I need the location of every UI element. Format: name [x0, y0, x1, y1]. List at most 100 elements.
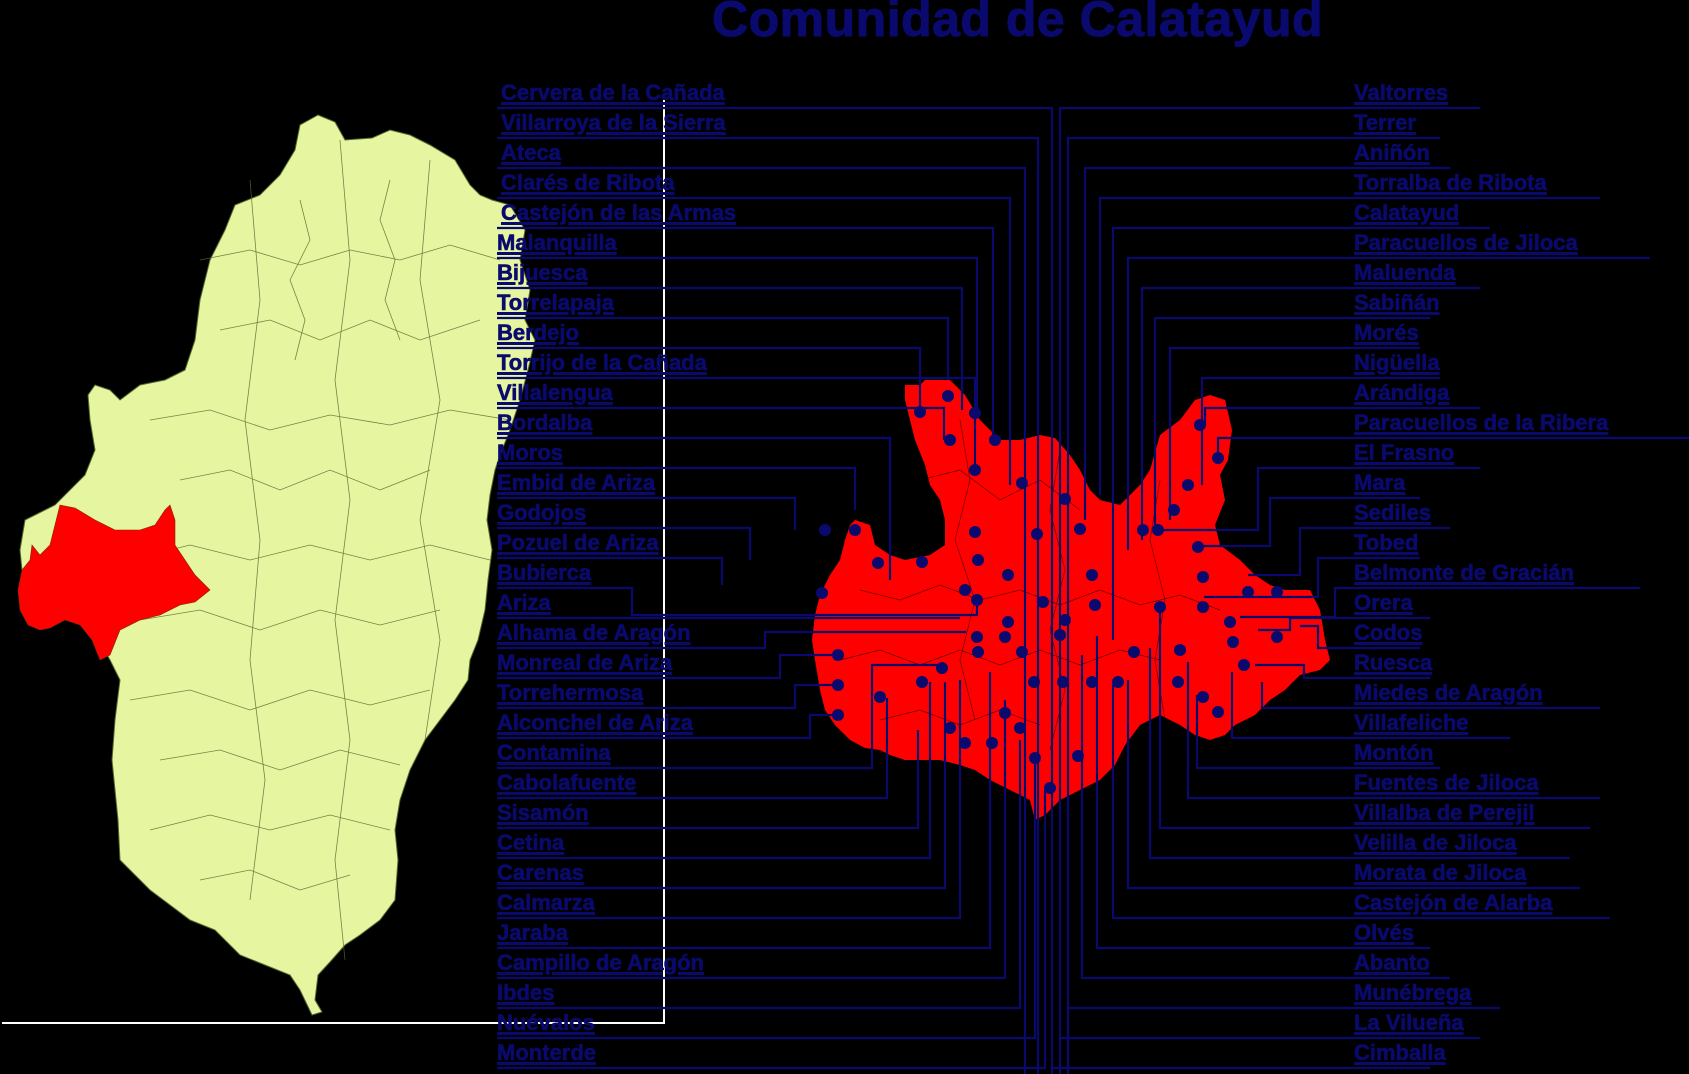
- municipality-dot[interactable]: [916, 676, 928, 688]
- municipality-link-right[interactable]: El Frasno: [1354, 440, 1455, 466]
- municipality-link-right[interactable]: Montón: [1354, 740, 1434, 766]
- municipality-link-left[interactable]: Cetina: [497, 830, 565, 856]
- municipality-dot[interactable]: [1224, 616, 1236, 628]
- municipality-link-right[interactable]: Velilla de Jiloca: [1354, 830, 1517, 856]
- municipality-dot[interactable]: [1074, 523, 1086, 535]
- municipality-link-right[interactable]: Abanto: [1354, 950, 1430, 976]
- municipality-link-left[interactable]: Malanquilla: [497, 230, 617, 256]
- municipality-link-left[interactable]: Alhama de Aragón: [497, 620, 691, 646]
- municipality-dot[interactable]: [1182, 479, 1194, 491]
- municipality-link-right[interactable]: Valtorres: [1354, 80, 1449, 106]
- municipality-link-left[interactable]: Carenas: [497, 860, 584, 886]
- municipality-dot[interactable]: [971, 594, 983, 606]
- municipality-dot[interactable]: [944, 434, 956, 446]
- municipality-link-left[interactable]: Castejón de las Armas: [501, 200, 737, 226]
- municipality-dot[interactable]: [1089, 599, 1101, 611]
- municipality-link-right[interactable]: Aniñón: [1354, 140, 1430, 166]
- municipality-link-left[interactable]: Ibdes: [497, 980, 555, 1006]
- municipality-link-right[interactable]: Maluenda: [1354, 260, 1456, 286]
- municipality-dot[interactable]: [872, 557, 884, 569]
- municipality-dot[interactable]: [959, 584, 971, 596]
- municipality-link-left[interactable]: Villarroya de la Sierra: [501, 110, 726, 136]
- municipality-link-right[interactable]: Castejón de Alarba: [1354, 890, 1553, 916]
- municipality-dot[interactable]: [989, 434, 1001, 446]
- municipality-dot[interactable]: [1242, 586, 1254, 598]
- municipality-dot[interactable]: [986, 737, 998, 749]
- municipality-dot[interactable]: [972, 554, 984, 566]
- municipality-dot[interactable]: [1172, 676, 1184, 688]
- municipality-link-left[interactable]: Torrelapaja: [497, 290, 615, 316]
- municipality-link-left[interactable]: Monreal de Ariza: [497, 650, 673, 676]
- municipality-dot[interactable]: [959, 737, 971, 749]
- municipality-dot[interactable]: [1174, 644, 1186, 656]
- municipality-link-right[interactable]: Munébrega: [1354, 980, 1472, 1006]
- municipality-dot[interactable]: [1194, 419, 1206, 431]
- municipality-dot[interactable]: [832, 709, 844, 721]
- municipality-link-left[interactable]: Alconchel de Ariza: [497, 710, 694, 736]
- municipality-dot[interactable]: [1072, 750, 1084, 762]
- municipality-link-right[interactable]: Orera: [1354, 590, 1413, 616]
- municipality-dot[interactable]: [1197, 691, 1209, 703]
- municipality-link-left[interactable]: Sisamón: [497, 800, 589, 826]
- municipality-link-right[interactable]: Morata de Jiloca: [1354, 860, 1527, 886]
- municipality-dot[interactable]: [1212, 706, 1224, 718]
- municipality-link-right[interactable]: Fuentes de Jiloca: [1354, 770, 1539, 796]
- municipality-link-left[interactable]: Bordalba: [497, 410, 593, 436]
- municipality-link-left[interactable]: Pozuel de Ariza: [497, 530, 659, 556]
- municipality-dot[interactable]: [1086, 569, 1098, 581]
- municipality-dot[interactable]: [849, 524, 861, 536]
- municipality-dot[interactable]: [969, 407, 981, 419]
- municipality-dot[interactable]: [1059, 493, 1071, 505]
- municipality-link-left[interactable]: Berdejo: [497, 320, 580, 346]
- municipality-dot[interactable]: [1086, 676, 1098, 688]
- municipality-dot[interactable]: [1044, 782, 1056, 794]
- municipality-link-right[interactable]: Arándiga: [1354, 380, 1450, 406]
- municipality-dot[interactable]: [1154, 601, 1166, 613]
- municipality-dot[interactable]: [972, 646, 984, 658]
- municipality-link-right[interactable]: Calatayud: [1354, 200, 1460, 226]
- municipality-dot[interactable]: [1137, 524, 1149, 536]
- municipality-dot[interactable]: [1197, 571, 1209, 583]
- municipality-dot[interactable]: [874, 691, 886, 703]
- municipality-link-left[interactable]: Villalengua: [497, 380, 613, 406]
- municipality-dot[interactable]: [1029, 752, 1041, 764]
- municipality-dot[interactable]: [936, 662, 948, 674]
- municipality-dot[interactable]: [1054, 629, 1066, 641]
- municipality-dot[interactable]: [1002, 616, 1014, 628]
- municipality-link-left[interactable]: Torrehermosa: [497, 680, 644, 706]
- municipality-link-right[interactable]: Nigüella: [1354, 350, 1440, 376]
- municipality-link-left[interactable]: Embid de Ariza: [497, 470, 656, 496]
- municipality-dot[interactable]: [1192, 541, 1204, 553]
- municipality-dot[interactable]: [1152, 524, 1164, 536]
- municipality-link-left[interactable]: Ateca: [501, 140, 562, 166]
- municipality-dot[interactable]: [832, 679, 844, 691]
- municipality-dot[interactable]: [1227, 636, 1239, 648]
- municipality-dot[interactable]: [1197, 601, 1209, 613]
- municipality-dot[interactable]: [1037, 596, 1049, 608]
- municipality-dot[interactable]: [1271, 586, 1283, 598]
- municipality-link-left[interactable]: Monterde: [497, 1040, 597, 1066]
- municipality-link-right[interactable]: Codos: [1354, 620, 1423, 646]
- municipality-link-left[interactable]: Ariza: [497, 590, 551, 616]
- municipality-link-right[interactable]: Torralba de Ribota: [1354, 170, 1547, 196]
- municipality-dot[interactable]: [914, 406, 926, 418]
- municipality-dot[interactable]: [999, 707, 1011, 719]
- municipality-link-right[interactable]: Tobed: [1354, 530, 1419, 556]
- municipality-link-left[interactable]: Godojos: [497, 500, 587, 526]
- municipality-dot[interactable]: [1031, 528, 1043, 540]
- municipality-dot[interactable]: [1128, 646, 1140, 658]
- municipality-link-right[interactable]: Cimballa: [1354, 1040, 1446, 1066]
- municipality-link-right[interactable]: Villafeliche: [1354, 710, 1469, 736]
- municipality-dot[interactable]: [1238, 659, 1250, 671]
- municipality-link-right[interactable]: Belmonte de Gracián: [1354, 560, 1575, 586]
- municipality-link-left[interactable]: Torrijo de la Cañada: [497, 350, 707, 376]
- municipality-dot[interactable]: [1057, 676, 1069, 688]
- municipality-link-left[interactable]: Cervera de la Cañada: [501, 80, 725, 106]
- municipality-link-left[interactable]: Campillo de Aragón: [497, 950, 705, 976]
- municipality-link-right[interactable]: Miedes de Aragón: [1354, 680, 1543, 706]
- municipality-link-right[interactable]: Ruesca: [1354, 650, 1433, 676]
- municipality-link-right[interactable]: Sabiñán: [1354, 290, 1440, 316]
- municipality-link-left[interactable]: Jaraba: [497, 920, 569, 946]
- municipality-dot[interactable]: [1028, 676, 1040, 688]
- municipality-dot[interactable]: [1016, 477, 1028, 489]
